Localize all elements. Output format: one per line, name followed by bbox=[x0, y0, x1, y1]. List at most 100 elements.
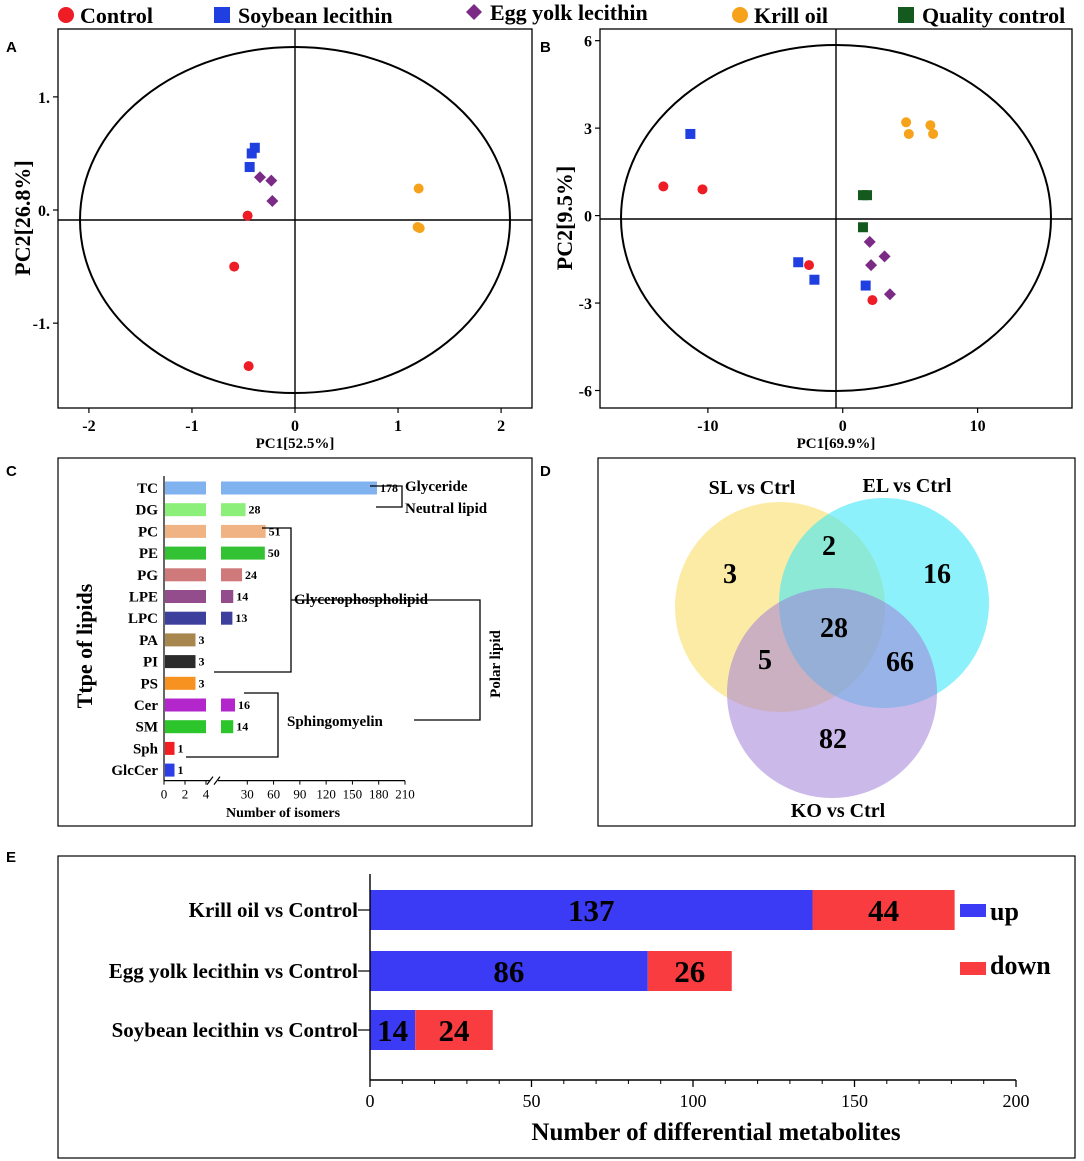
panelB-ytick-label: 3 bbox=[584, 121, 592, 138]
panelA-point-krill-oil bbox=[414, 223, 425, 234]
panel-c-brackets bbox=[186, 485, 481, 758]
panelA-point-soybean-lecithin bbox=[249, 142, 260, 153]
lipid-value-pi: 3 bbox=[199, 655, 205, 669]
lipid-label-sm: SM bbox=[136, 720, 159, 736]
lipid-value-tc: 178 bbox=[380, 481, 398, 495]
lipid-bar-tc-ext bbox=[221, 481, 377, 495]
venn-count-sl-ko: 5 bbox=[758, 645, 772, 676]
bar-value-down-soybean: 24 bbox=[438, 1013, 469, 1048]
lipid-value-lpc: 13 bbox=[235, 611, 247, 625]
lipid-value-lpe: 14 bbox=[236, 590, 248, 604]
panel-e-xtick-label: 150 bbox=[841, 1091, 868, 1111]
lipid-value-pe: 50 bbox=[268, 546, 280, 560]
legend-swatch-up bbox=[960, 904, 986, 917]
venn-label-sl: SL vs Ctrl bbox=[709, 477, 796, 499]
panel-c-axis: 0 2 4 30 60 90 120 150 180 210 bbox=[161, 476, 415, 802]
panelB-point-egg-yolk-lecithin bbox=[863, 235, 876, 248]
legend-marker-egg-yolk bbox=[466, 4, 482, 20]
lipid-value-sm: 14 bbox=[236, 720, 248, 734]
panel-e-bars: Krill oil vs Control 137 44 Egg yolk lecith… bbox=[109, 890, 955, 1050]
lipid-value-sph: 1 bbox=[178, 741, 184, 755]
lipid-value-cer: 16 bbox=[238, 698, 250, 712]
venn-count-sl-el: 2 bbox=[822, 531, 836, 562]
lipid-bar-glccer bbox=[165, 763, 175, 777]
legend-label-egg-yolk: Egg yolk lecithin bbox=[490, 0, 648, 25]
panel-e-frame bbox=[57, 855, 1076, 1159]
lipid-bar-cer-ext bbox=[221, 698, 236, 712]
panel-e-xtick-label: 100 bbox=[680, 1091, 707, 1111]
panel-c-axis-break bbox=[206, 776, 214, 785]
panel-e: E Krill oil vs Control 137 44 Egg yolk leci… bbox=[6, 849, 1076, 1159]
bracket-sphingomyelin bbox=[186, 692, 279, 758]
panelB-point-egg-yolk-lecithin bbox=[883, 288, 896, 301]
lipid-bar-pc-ext bbox=[221, 524, 266, 538]
panel-a-letter: A bbox=[6, 39, 17, 56]
legend-item-egg-yolk: Egg yolk lecithin bbox=[466, 0, 648, 25]
panelA-point-egg-yolk-lecithin bbox=[265, 174, 278, 187]
panelA-point-krill-oil bbox=[413, 183, 424, 194]
panelA-ytick-label: 0. bbox=[38, 203, 50, 220]
panel-b-ylabel: PC2[9.5%] bbox=[552, 166, 577, 270]
lipid-bar-lpc-ext bbox=[221, 611, 233, 625]
lipid-bar-sm-ext bbox=[221, 720, 234, 734]
legend-label-soybean: Soybean lecithin bbox=[238, 3, 393, 28]
lipid-label-pc: PC bbox=[138, 524, 158, 540]
legend-marker-control bbox=[58, 7, 74, 23]
legend-label-down: down bbox=[990, 951, 1051, 980]
panelA-point-egg-yolk-lecithin bbox=[253, 171, 266, 184]
legend-marker-krill bbox=[732, 7, 748, 23]
panelB-xtick-label: 0 bbox=[839, 418, 847, 435]
panel-d-letter: D bbox=[540, 463, 551, 480]
panelA-ytick-label: 1. bbox=[38, 90, 50, 107]
legend-label-qc: Quality control bbox=[922, 3, 1065, 28]
panelA-ytick-label: -1. bbox=[33, 316, 50, 333]
panel-c-ylabel: Ttpe of lipids bbox=[72, 583, 97, 708]
lipid-bar-sph bbox=[165, 741, 175, 755]
lipid-value-pc: 51 bbox=[269, 524, 281, 538]
group-glycerophospholipid: Glycerophospholipid bbox=[294, 592, 429, 608]
group-glyceride: Glyceride bbox=[405, 479, 468, 495]
bar-value-up-krill: 137 bbox=[568, 893, 615, 928]
panelB-ytick-label: -6 bbox=[579, 384, 592, 401]
legend-label-up: up bbox=[990, 897, 1019, 926]
lipid-bar-pg bbox=[165, 568, 206, 582]
venn-count-all: 28 bbox=[820, 613, 848, 644]
panel-c-xtick-label: 90 bbox=[293, 787, 306, 802]
panelB-ytick-label: 6 bbox=[584, 34, 592, 51]
bar-value-down-egg: 26 bbox=[674, 954, 705, 989]
bar-down-soybean bbox=[415, 1010, 493, 1050]
group-polar-lipid: Polar lipid bbox=[488, 630, 504, 698]
venn-count-el-only: 16 bbox=[923, 559, 951, 590]
panel-c-xtick-label: 30 bbox=[241, 787, 254, 802]
panelB-point-soybean-lecithin bbox=[793, 257, 804, 268]
venn-circle-ko bbox=[727, 588, 937, 798]
category-label-soybean: Soybean lecithin vs Control bbox=[112, 1018, 359, 1042]
panelB-point-quality-control bbox=[857, 222, 868, 233]
panelB-point-krill-oil bbox=[928, 128, 939, 139]
panel-c-letter: C bbox=[6, 463, 17, 480]
panel-e-axis: 0 50 100 150 200 bbox=[366, 874, 1030, 1111]
lipid-value-pa: 3 bbox=[199, 633, 205, 647]
top-legend: Control Soybean lecithin Egg yolk lecith… bbox=[58, 0, 1065, 28]
lipid-value-pg: 24 bbox=[245, 568, 257, 582]
panel-c-frame bbox=[57, 457, 533, 827]
panel-a-ylabel: PC2[26.8%] bbox=[10, 160, 35, 275]
panelB-point-krill-oil bbox=[901, 117, 912, 128]
category-label-krill: Krill oil vs Control bbox=[189, 898, 359, 922]
panel-e-legend: up down bbox=[960, 897, 1051, 980]
bracket-glyceride bbox=[370, 485, 403, 508]
legend-marker-soybean bbox=[214, 7, 230, 23]
lipid-bar-ps bbox=[165, 676, 196, 690]
panelB-point-quality-control bbox=[862, 190, 873, 201]
lipid-bar-pg-ext bbox=[221, 568, 243, 582]
lipid-bar-cer bbox=[165, 698, 206, 712]
venn-count-ko-only: 82 bbox=[819, 724, 847, 755]
legend-item-control: Control bbox=[58, 3, 153, 28]
group-neutral-lipid: Neutral lipid bbox=[405, 501, 488, 517]
panel-c-xtick-label: 60 bbox=[267, 787, 280, 802]
panelB-xtick-label: 10 bbox=[970, 418, 986, 435]
panelA-xtick-label: 2 bbox=[497, 418, 505, 435]
panel-a-points bbox=[229, 142, 425, 372]
